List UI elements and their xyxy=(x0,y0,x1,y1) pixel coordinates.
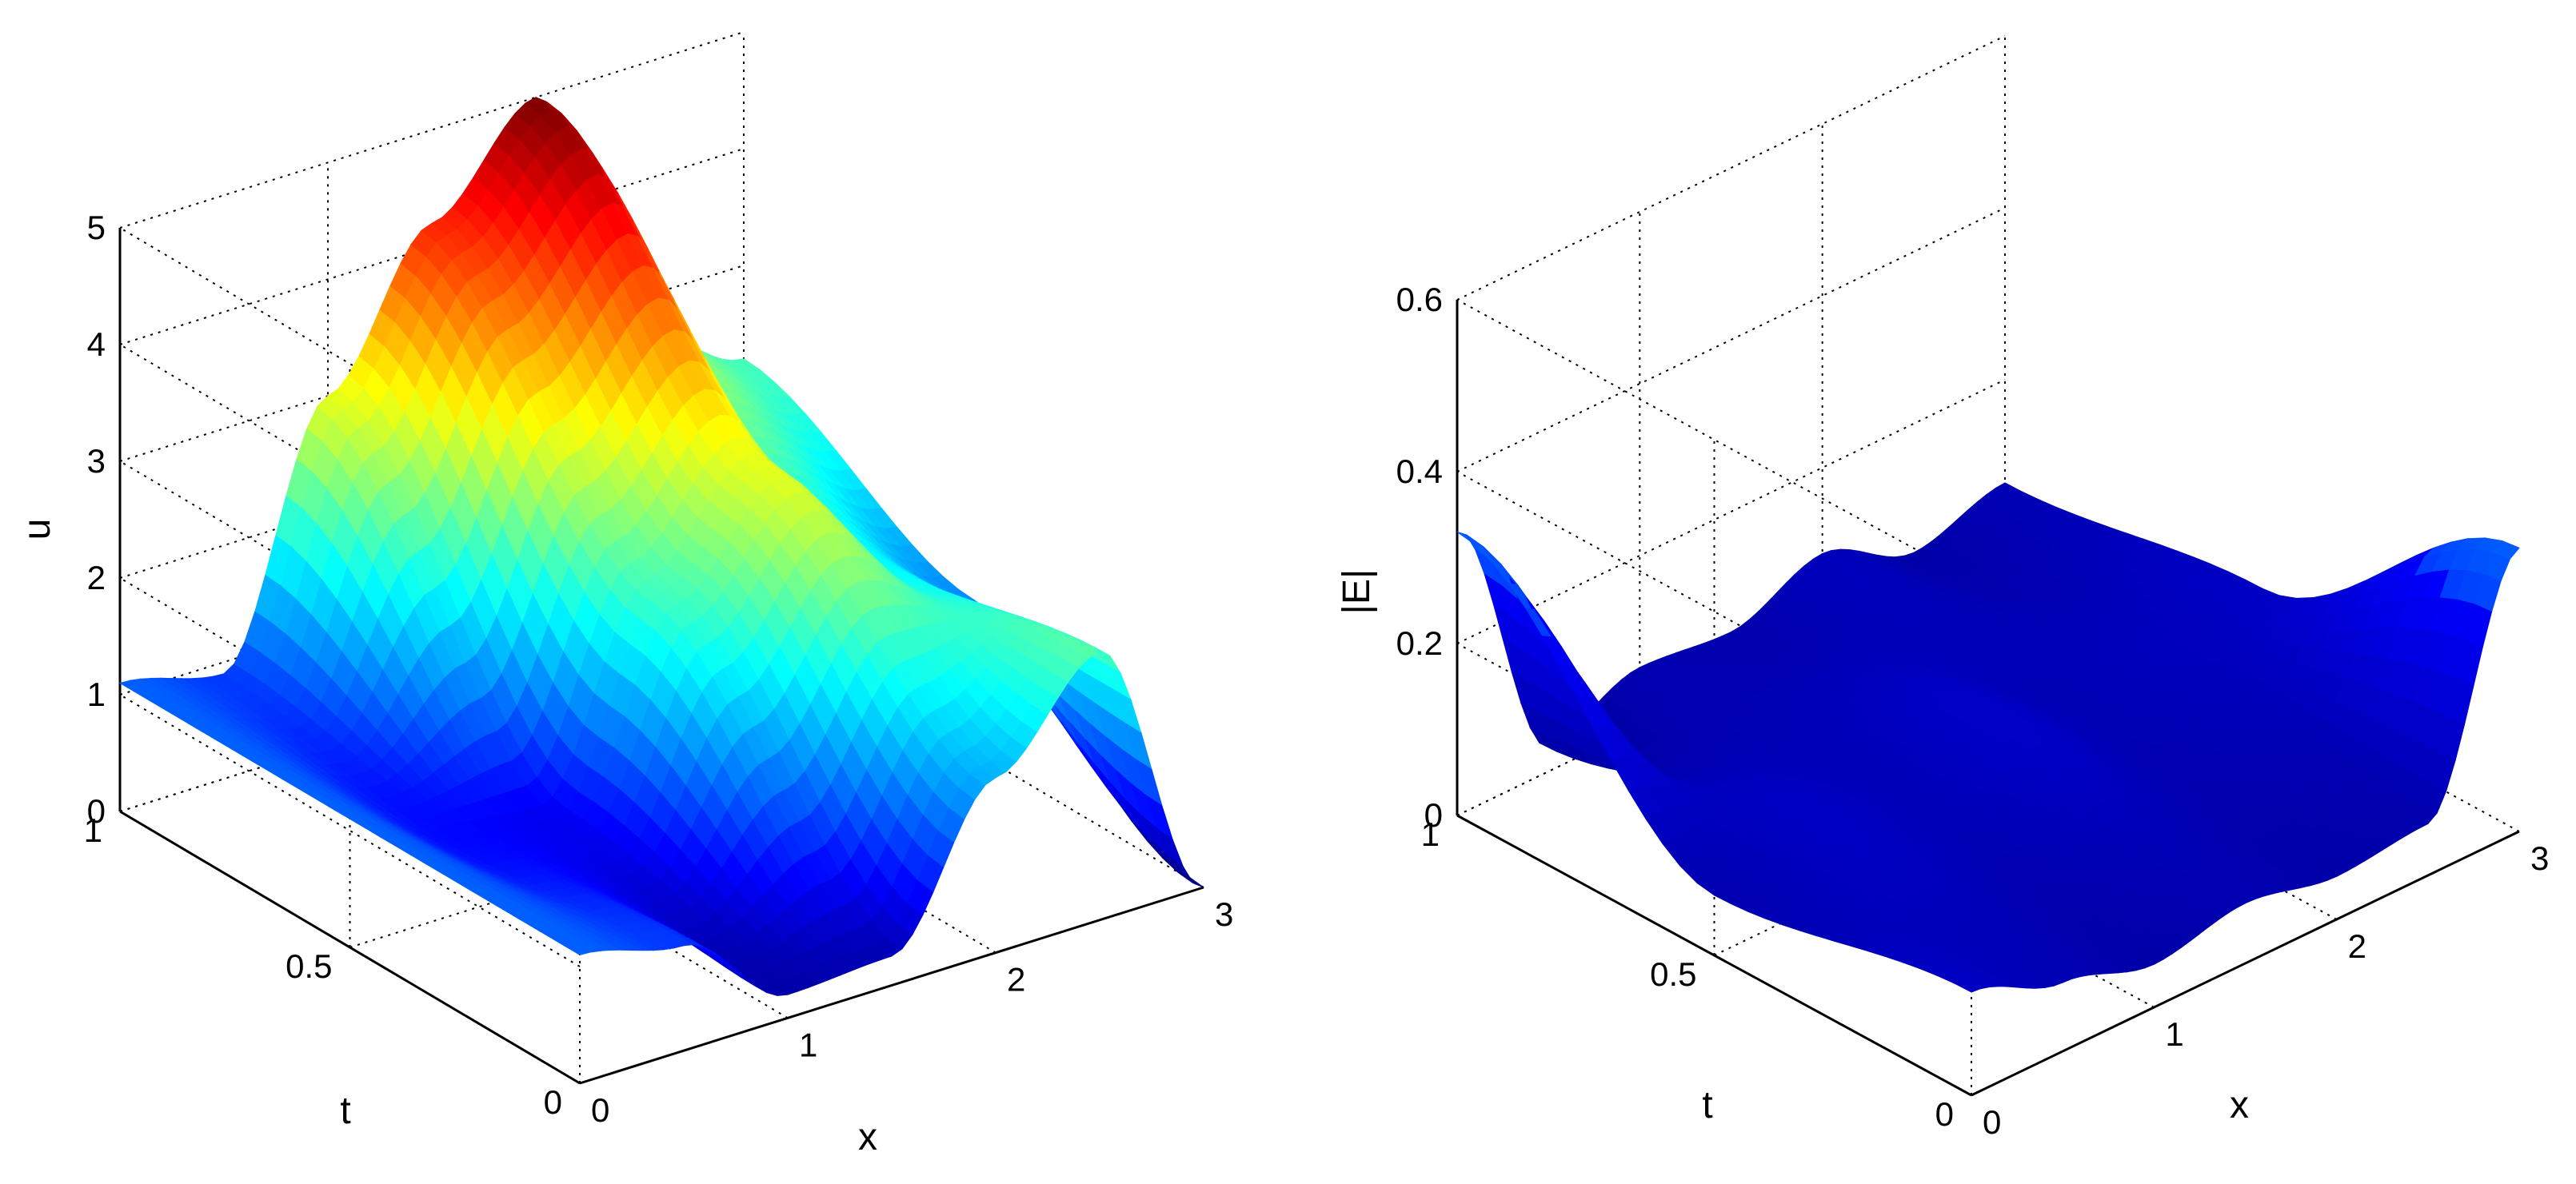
z-tick-label: 0 xyxy=(87,792,106,830)
y-axis-line xyxy=(1456,814,1972,1097)
x-tick-label: 3 xyxy=(2530,839,2549,877)
z-tick-label: 0.6 xyxy=(1396,281,1443,318)
surface-error-patch xyxy=(2492,540,2520,560)
gridline xyxy=(327,745,789,1019)
t-tick-label: 0 xyxy=(544,1083,562,1121)
gridline xyxy=(743,615,1204,888)
t-tick-label: 1 xyxy=(84,811,102,849)
gridline xyxy=(1456,379,2006,644)
z-axis-label: u xyxy=(16,519,58,540)
x-tick-label: 1 xyxy=(799,1026,817,1063)
x-tick-label: 1 xyxy=(2165,1015,2183,1053)
z-tick-label: 4 xyxy=(87,325,106,363)
y-axis-line xyxy=(119,810,581,1085)
gridline xyxy=(119,148,745,345)
x-axis-line xyxy=(1971,830,2520,1097)
gridline xyxy=(1456,35,2006,301)
z-axis-label: |E| xyxy=(1336,569,1378,615)
surface-u xyxy=(118,97,1204,996)
gridline xyxy=(1456,207,2006,472)
gridline xyxy=(119,31,745,229)
x-tick-label: 0 xyxy=(1983,1103,2001,1141)
t-axis-label: t xyxy=(1702,1084,1712,1126)
surface-error xyxy=(1456,482,2520,993)
z-tick-label: 1 xyxy=(87,676,106,713)
x-axis-label: x xyxy=(858,1116,877,1158)
t-axis-label: t xyxy=(340,1090,350,1132)
t-tick-label: 0.5 xyxy=(1650,955,1696,993)
z-tick-label: 0.4 xyxy=(1396,452,1443,490)
x-tick-label: 0 xyxy=(591,1091,609,1129)
surface-u-patch xyxy=(1177,871,1204,888)
z-tick-label: 0.2 xyxy=(1396,624,1443,662)
z-tick-label: 2 xyxy=(87,559,106,596)
t-tick-label: 1 xyxy=(1421,815,1440,853)
t-tick-label: 0 xyxy=(1935,1095,1954,1133)
z-tick-label: 3 xyxy=(87,442,106,480)
x-axis-line xyxy=(579,886,1204,1085)
t-tick-label: 0.5 xyxy=(286,947,332,985)
gridline xyxy=(119,694,581,967)
z-tick-label: 5 xyxy=(87,209,106,246)
gridline xyxy=(1456,299,1972,580)
x-tick-label: 2 xyxy=(1007,961,1025,999)
z-tick-label: 0 xyxy=(1424,796,1443,834)
x-tick-label: 2 xyxy=(2348,927,2366,965)
x-axis-label: x xyxy=(2230,1084,2249,1126)
x-tick-label: 3 xyxy=(1215,895,1233,933)
